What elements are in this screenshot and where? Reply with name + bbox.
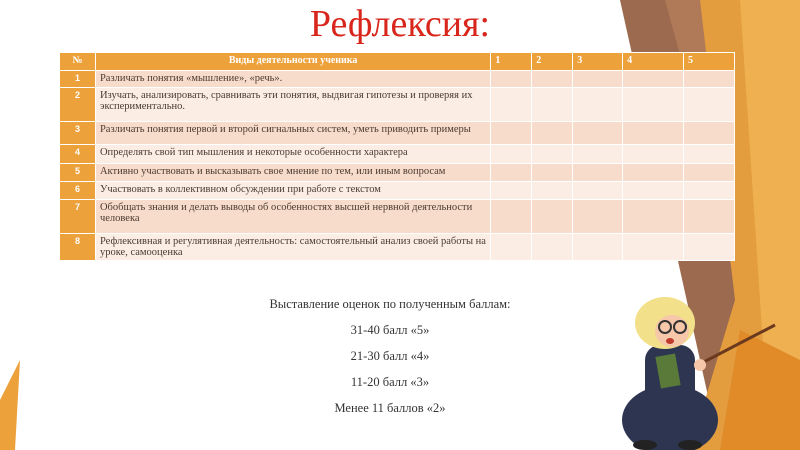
score-cell-3[interactable]	[572, 199, 624, 234]
score-cell-1[interactable]	[490, 233, 533, 261]
slide-title: Рефлексия:	[309, 3, 491, 45]
header-score-1: 1	[490, 52, 533, 71]
score-cell-2[interactable]	[531, 199, 574, 234]
score-cell-3[interactable]	[572, 233, 624, 261]
score-cell-2[interactable]	[531, 163, 574, 182]
activity-text: Определять свой тип мышления и некоторые…	[94, 144, 492, 164]
score-cell-1[interactable]	[490, 163, 533, 182]
table-row: 6 Участвовать в коллективном обсуждении п…	[59, 181, 735, 200]
score-cell-5[interactable]	[683, 181, 735, 200]
row-number: 3	[59, 121, 96, 145]
row-number: 5	[59, 163, 96, 182]
grade-line: 21-30 балл «4»	[350, 349, 430, 363]
activity-text: Обобщать знания и делать выводы об особе…	[94, 199, 492, 234]
score-cell-3[interactable]	[572, 181, 624, 200]
score-cell-4[interactable]	[622, 199, 685, 234]
score-cell-5[interactable]	[683, 121, 735, 145]
score-cell-5[interactable]	[683, 87, 735, 122]
header-activity: Виды деятельности ученика	[94, 52, 492, 71]
grade-line: Менее 11 баллов «2»	[334, 401, 446, 415]
teacher-illustration	[622, 297, 776, 450]
score-cell-4[interactable]	[622, 70, 685, 88]
row-number: 4	[59, 144, 96, 164]
activity-text: Участвовать в коллективном обсуждении пр…	[94, 181, 492, 200]
row-number: 2	[59, 87, 96, 122]
score-cell-2[interactable]	[531, 181, 574, 200]
score-cell-1[interactable]	[490, 87, 533, 122]
header-num: №	[59, 52, 96, 71]
header-score-3: 3	[572, 52, 624, 71]
score-cell-5[interactable]	[683, 233, 735, 261]
row-number: 1	[59, 70, 96, 88]
score-cell-3[interactable]	[572, 144, 624, 164]
table-row: 8 Рефлексивная и регулятивная деятельност…	[59, 233, 735, 261]
score-cell-2[interactable]	[531, 144, 574, 164]
score-cell-3[interactable]	[572, 87, 624, 122]
score-cell-1[interactable]	[490, 199, 533, 234]
score-cell-4[interactable]	[622, 144, 685, 164]
activity-text: Изучать, анализировать, сравнивать эти п…	[94, 87, 492, 122]
score-cell-4[interactable]	[622, 233, 685, 261]
table-row: 1 Различать понятия «мышление», «речь».	[59, 70, 735, 88]
score-cell-5[interactable]	[683, 199, 735, 234]
grading-info: Выставление оценок по полученным баллам:…	[200, 297, 580, 427]
table-row: 5 Активно участвовать и высказывать свое …	[59, 163, 735, 182]
score-cell-2[interactable]	[531, 70, 574, 88]
table-row: 3 Различать понятия первой и второй сигна…	[59, 121, 735, 145]
activity-text: Различать понятия первой и второй сигнал…	[94, 121, 492, 145]
row-number: 6	[59, 181, 96, 200]
score-cell-1[interactable]	[490, 121, 533, 145]
activity-text: Активно участвовать и высказывать свое м…	[94, 163, 492, 182]
score-cell-4[interactable]	[622, 163, 685, 182]
row-number: 7	[59, 199, 96, 234]
score-cell-1[interactable]	[490, 144, 533, 164]
score-cell-2[interactable]	[531, 121, 574, 145]
table-row: 7 Обобщать знания и делать выводы об особ…	[59, 199, 735, 234]
table-header-row: № Виды деятельности ученика 1 2 3 4 5	[59, 52, 735, 71]
header-score-4: 4	[622, 52, 685, 71]
score-cell-1[interactable]	[490, 70, 533, 88]
grade-line: 31-40 балл «5»	[350, 323, 430, 337]
score-cell-5[interactable]	[683, 163, 735, 182]
score-cell-2[interactable]	[531, 87, 574, 122]
header-score-2: 2	[531, 52, 574, 71]
score-cell-5[interactable]	[683, 144, 735, 164]
score-cell-5[interactable]	[683, 70, 735, 88]
score-cell-4[interactable]	[622, 121, 685, 145]
activity-text: Рефлексивная и регулятивная деятельность…	[94, 233, 492, 261]
activity-text: Различать понятия «мышление», «речь».	[94, 70, 492, 88]
table-row: 4 Определять свой тип мышления и некоторы…	[59, 144, 735, 164]
table-row: 2 Изучать, анализировать, сравнивать эти …	[59, 87, 735, 122]
score-cell-2[interactable]	[531, 233, 574, 261]
score-cell-3[interactable]	[572, 163, 624, 182]
score-cell-4[interactable]	[622, 181, 685, 200]
score-cell-4[interactable]	[622, 87, 685, 122]
header-score-5: 5	[683, 52, 735, 71]
score-cell-3[interactable]	[572, 121, 624, 145]
score-cell-1[interactable]	[490, 181, 533, 200]
score-cell-3[interactable]	[572, 70, 624, 88]
grading-intro: Выставление оценок по полученным баллам:	[269, 297, 511, 311]
row-number: 8	[59, 233, 96, 261]
grade-line: 11-20 балл «3»	[350, 375, 430, 389]
